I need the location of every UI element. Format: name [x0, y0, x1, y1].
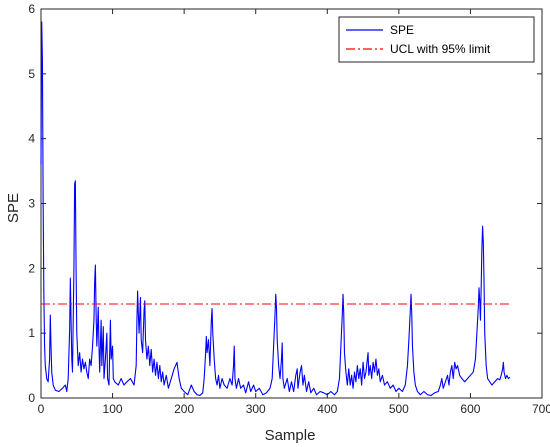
- x-axis-label: Sample: [265, 427, 316, 444]
- legend-label-ucl: UCL with 95% limit: [390, 42, 491, 56]
- y-tick-label: 3: [28, 197, 35, 211]
- y-axis-label: SPE: [5, 193, 22, 223]
- series-layer: [40, 21, 511, 396]
- y-tick-label: 2: [28, 261, 35, 275]
- y-axis-ticks: 0 1 2 3 4 5 6: [28, 2, 542, 405]
- x-tick-label: 300: [246, 402, 266, 416]
- legend: SPE UCL with 95% limit: [338, 16, 535, 63]
- legend-label-spe: SPE: [390, 23, 414, 37]
- y-tick-label: 1: [28, 326, 35, 340]
- x-axis-ticks: 0 100 200 300 400 500 600 700: [38, 9, 550, 416]
- x-tick-label: 0: [38, 402, 45, 416]
- y-tick-label: 0: [28, 391, 35, 405]
- y-tick-label: 4: [28, 132, 35, 146]
- y-tick-label: 6: [28, 2, 35, 16]
- x-tick-label: 600: [460, 402, 480, 416]
- legend-box: [338, 16, 535, 63]
- x-tick-label: 100: [103, 402, 123, 416]
- x-tick-label: 700: [532, 402, 550, 416]
- y-tick-label: 5: [28, 67, 35, 81]
- x-tick-label: 400: [317, 402, 337, 416]
- x-tick-label: 200: [174, 402, 194, 416]
- x-tick-label: 500: [389, 402, 409, 416]
- series-line-spe: [40, 21, 511, 396]
